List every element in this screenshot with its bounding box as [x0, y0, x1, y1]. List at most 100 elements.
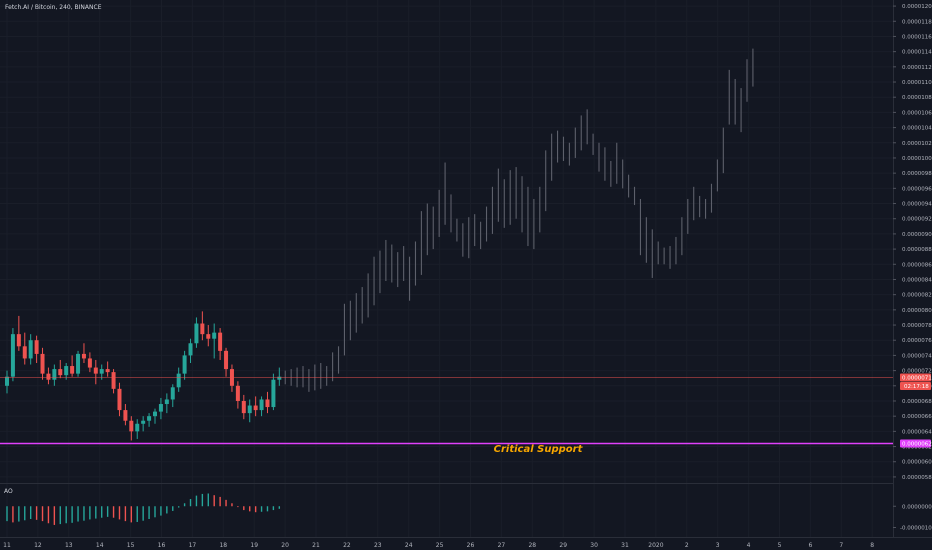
- candle: [52, 364, 57, 386]
- price-tick-label: 0.00000940: [902, 202, 932, 208]
- price-tick-label: 0.00000660: [902, 414, 932, 420]
- candle: [16, 315, 21, 351]
- price-tick-label: 0.00000800: [902, 308, 932, 314]
- candle: [129, 416, 134, 441]
- candle: [10, 328, 15, 382]
- time-tick-label: 25: [436, 542, 444, 549]
- candle: [123, 404, 128, 426]
- price-tick-label: 0.00001000: [902, 156, 932, 162]
- candle: [93, 359, 98, 385]
- price-tick-label: 0.00000640: [902, 429, 932, 435]
- time-tick-label: 22: [343, 542, 351, 549]
- time-tick-label: 17: [189, 542, 197, 549]
- price-tick-label: 0.00000820: [902, 293, 932, 299]
- candle: [141, 416, 146, 432]
- candle: [241, 394, 246, 420]
- candle: [182, 350, 187, 380]
- candle: [22, 332, 27, 365]
- candle: [46, 367, 51, 385]
- candle: [70, 355, 75, 377]
- price-tick-label: 0.00000680: [902, 399, 932, 405]
- candle: [188, 338, 193, 364]
- time-tick-label: 31: [621, 542, 629, 549]
- time-tick-label: 2020: [648, 542, 663, 549]
- price-tick-label: 0.00001080: [902, 95, 932, 101]
- time-tick-label: 26: [467, 542, 475, 549]
- candle: [212, 323, 217, 359]
- price-tick-label: 0.00000760: [902, 338, 932, 344]
- time-axis[interactable]: 11 12 13 14 15 16 17 18 19 20 21 22 23 24 25 26 27 28 29 30…: [3, 542, 874, 549]
- countdown-tag-label: 02:17:18: [904, 384, 929, 390]
- price-tick-label: 0.00000920: [902, 217, 932, 223]
- ao-tick-label: -0.00000100: [900, 526, 932, 532]
- price-tick-label: 0.00000740: [902, 353, 932, 359]
- current-price-tag: [900, 373, 931, 382]
- price-tick-label: 0.00000580: [902, 475, 932, 481]
- projection-bars: [284, 48, 754, 392]
- candle: [81, 343, 86, 364]
- countdown-tag: [900, 381, 931, 390]
- price-tick-label: 0.00001020: [902, 141, 932, 147]
- time-tick-label: 5: [778, 542, 782, 549]
- candle: [147, 413, 152, 427]
- price-tick-label: 0.00001120: [902, 65, 932, 71]
- candle: [158, 397, 163, 420]
- candle: [34, 335, 39, 364]
- time-tick-label: 30: [590, 542, 598, 549]
- candle: [259, 396, 264, 417]
- chart-title: Fetch.AI / Bitcoin, 240, BINANCE: [5, 4, 102, 11]
- time-tick-label: 3: [716, 542, 720, 549]
- candle: [87, 352, 92, 373]
- time-tick-label: 11: [3, 542, 11, 549]
- price-tick-label: 0.00001060: [902, 110, 932, 116]
- price-tick-label: 0.00001160: [902, 34, 932, 40]
- candle: [58, 359, 63, 379]
- candle: [194, 317, 199, 348]
- critical-support-annotation: Critical Support: [494, 444, 584, 455]
- candle: [206, 325, 211, 347]
- time-tick-label: 24: [405, 542, 413, 549]
- time-tick-label: 6: [808, 542, 812, 549]
- candle: [76, 350, 81, 377]
- time-tick-label: 12: [34, 542, 42, 549]
- price-tick-label: 0.00000840: [902, 277, 932, 283]
- candle: [277, 367, 282, 386]
- price-tick-label: 0.00000860: [902, 262, 932, 268]
- price-tick-label: 0.00000720: [902, 369, 932, 375]
- price-tick-label: 0.00001180: [902, 19, 932, 25]
- ao-pane-label: AO: [4, 488, 13, 495]
- price-tick-label: 0.00001140: [902, 50, 932, 56]
- price-tick-label: 0.00001040: [902, 126, 932, 132]
- ao-tick-label: 0.00000000: [902, 504, 932, 510]
- time-tick-label: 21: [312, 542, 320, 549]
- candle: [40, 347, 45, 380]
- candle: [170, 384, 175, 408]
- candle: [117, 382, 122, 417]
- support-price-tag: [900, 439, 931, 448]
- price-tick-label: 0.00000880: [902, 247, 932, 253]
- time-tick-label: 14: [96, 542, 104, 549]
- time-tick-label: 27: [498, 542, 506, 549]
- candle: [224, 347, 229, 377]
- candle: [111, 369, 116, 394]
- price-tick-label: 0.00000960: [902, 186, 932, 192]
- ao-axis[interactable]: 0.00000000 -0.00000100: [893, 504, 932, 532]
- candle: [247, 399, 252, 423]
- price-tick-label: 0.00000620: [902, 445, 932, 451]
- candle: [200, 311, 205, 341]
- candle: [28, 334, 33, 365]
- time-tick-label: 7: [839, 542, 843, 549]
- candle: [265, 391, 270, 414]
- grid: [0, 0, 893, 537]
- candle: [105, 361, 110, 377]
- time-tick-label: 20: [281, 542, 289, 549]
- time-tick-label: 18: [219, 542, 227, 549]
- candle: [64, 363, 69, 380]
- candle: [218, 328, 223, 360]
- time-tick-label: 8: [870, 542, 874, 549]
- price-tick-label: 0.00000600: [902, 460, 932, 466]
- price-tick-label: 0.00000780: [902, 323, 932, 329]
- price-tick-label: 0.00000980: [902, 171, 932, 177]
